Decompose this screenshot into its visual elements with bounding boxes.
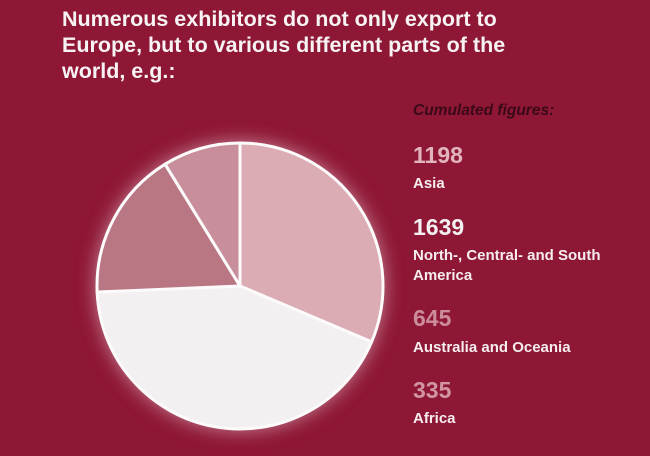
legend-item-australia-oceania: 645 Australia and Oceania [413,306,628,358]
pie-slice-australia-oceania [95,162,242,294]
legend: Cumulated figures: 1198 Asia 1639 North-… [413,102,628,449]
pie-slice-asia [238,141,385,344]
legend-value: 645 [413,305,452,332]
legend-label: Africa [413,410,456,428]
legend-label: Asia [413,175,445,193]
pie-chart [95,141,385,431]
pie-chart-container [75,121,405,451]
chart-title: Numerous exhibitors do not only export t… [62,7,506,84]
legend-item-asia: 1198 Asia [413,142,628,195]
pie-slice-americas [95,284,374,431]
legend-item-americas: 1639 North-, Central- and South America [413,213,628,287]
legend-heading: Cumulated figures: [413,102,555,119]
pie-slice-africa [163,141,242,288]
legend-value: 1639 [413,213,465,240]
legend-item-africa: 335 Africa [413,376,628,430]
legend-label: Australia and Oceania [413,338,571,356]
legend-value: 1198 [413,142,463,168]
legend-label: North-, Central- and South America [413,246,601,285]
legend-value: 335 [413,376,452,403]
